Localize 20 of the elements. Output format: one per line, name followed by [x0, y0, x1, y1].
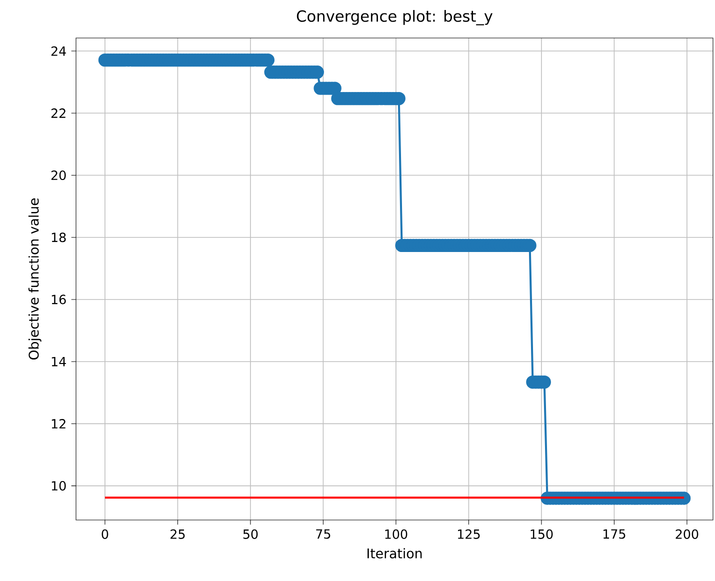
x-axis-title: Iteration [368, 548, 422, 558]
chart-title: Convergence plot: best_y [296, 10, 493, 26]
y-tick-label: 22 [51, 108, 66, 118]
x-tick-label: 25 [170, 529, 185, 539]
y-axis-title: Objective function value [28, 198, 42, 360]
x-tick-label: 150 [530, 529, 553, 539]
y-tick-label: 10 [52, 481, 66, 491]
x-tick-label: 75 [316, 529, 330, 539]
x-tick-label: 50 [243, 529, 258, 539]
x-tick-label: 100 [385, 529, 408, 539]
x-tick-label: 0 [102, 529, 108, 539]
y-tick-label: 16 [52, 294, 66, 304]
x-tick-label: 125 [458, 529, 480, 539]
y-tick-label: 12 [52, 419, 66, 428]
y-tick-label: 14 [52, 356, 66, 366]
y-tick-label: 24 [51, 46, 66, 56]
x-tick-label: 200 [676, 529, 698, 539]
x-tick-label: 175 [604, 529, 626, 539]
y-tick-label: 20 [51, 170, 66, 180]
y-tick-label: 18 [52, 232, 66, 242]
